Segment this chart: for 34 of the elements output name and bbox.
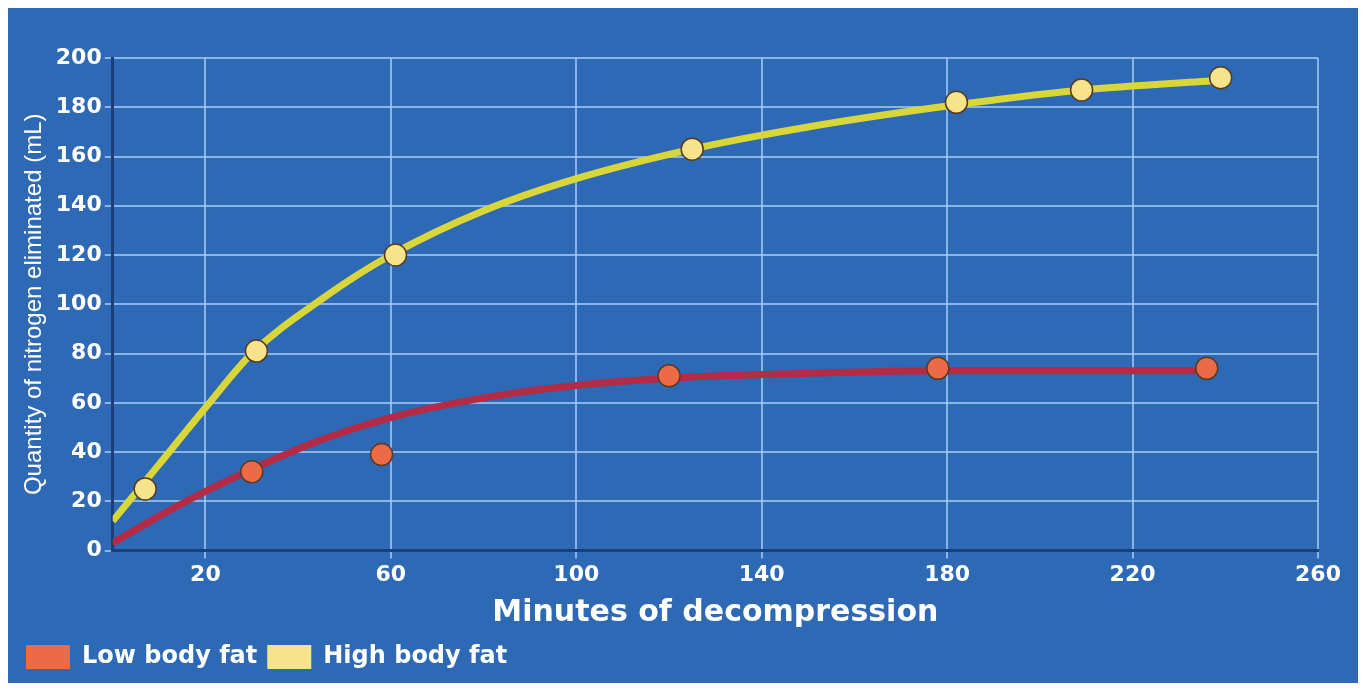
point: [926, 356, 950, 381]
x-tick-label: 100: [553, 560, 600, 586]
y-axis-title: Quantity of nitrogen eliminated (mL): [19, 113, 47, 496]
point: [944, 90, 969, 115]
y-tick-label: 20: [71, 487, 102, 513]
point: [369, 442, 394, 467]
y-tick-label: 100: [55, 290, 102, 316]
x-tick-label: 140: [738, 560, 785, 586]
point: [133, 477, 157, 501]
point: [244, 339, 269, 363]
x-tick-label: 260: [1295, 560, 1341, 586]
point: [1194, 356, 1219, 381]
point: [240, 460, 264, 484]
y-tick-label: 60: [71, 388, 102, 414]
legend-label: Low body fat: [82, 641, 258, 670]
y-tick-label: 180: [55, 92, 102, 118]
y-tick-label: 160: [55, 142, 102, 168]
point: [1069, 78, 1094, 102]
y-tick-label: 120: [55, 240, 102, 266]
point: [383, 243, 408, 267]
x-tick-label: 180: [924, 560, 971, 586]
legend-label: High body fat: [323, 641, 508, 670]
y-tick-label: 140: [55, 191, 102, 217]
x-tick-label: 220: [1109, 560, 1156, 586]
x-tick-label: 20: [190, 560, 221, 586]
y-tick-label: 80: [71, 339, 102, 365]
y-tick-label: 40: [71, 437, 102, 463]
y-tick-label: 0: [86, 536, 102, 562]
point: [1208, 65, 1233, 90]
y-tick-label: 200: [55, 43, 102, 69]
point: [657, 363, 681, 388]
x-tick-label: 60: [375, 560, 407, 586]
x-axis-title: Minutes of decompression: [492, 592, 939, 628]
point: [680, 137, 704, 161]
